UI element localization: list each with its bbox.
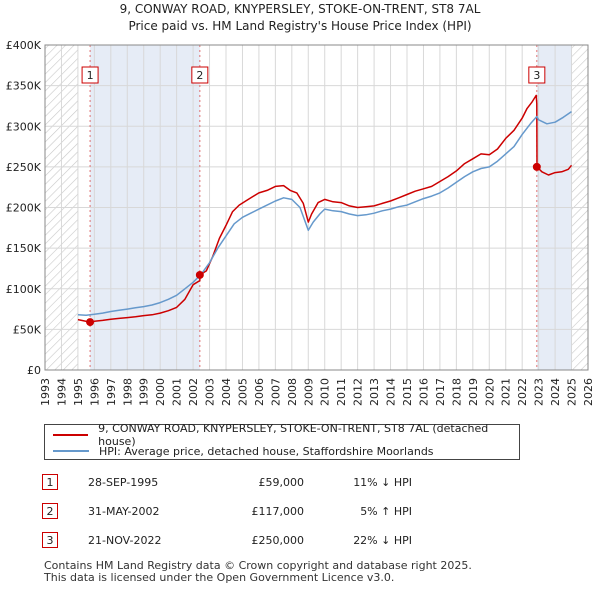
transaction-number-badge: 1 <box>42 474 58 490</box>
x-tick-label: 2007 <box>269 378 282 406</box>
x-tick-label: 1998 <box>121 378 134 406</box>
x-tick-label: 2018 <box>450 378 463 406</box>
property-price-line <box>77 94 573 323</box>
legend-item-property: 9, CONWAY ROAD, KNYPERSLEY, STOKE-ON-TRE… <box>53 422 519 448</box>
x-tick-label: 2011 <box>335 378 348 406</box>
x-tick-label: 2001 <box>171 378 184 406</box>
x-tick-label: 2020 <box>483 378 496 406</box>
sale-label: 2 <box>196 69 203 82</box>
x-tick-label: 2019 <box>467 378 480 406</box>
x-tick-label: 2002 <box>187 378 200 406</box>
x-tick-label: 2014 <box>385 378 398 406</box>
transaction-price: £59,000 <box>258 476 305 489</box>
legend-label-property: 9, CONWAY ROAD, KNYPERSLEY, STOKE-ON-TRE… <box>98 422 489 448</box>
transaction-row: 1 28-SEP-1995 £59,000 11% ↓ HPI <box>42 474 412 503</box>
transaction-price: £250,000 <box>251 534 305 547</box>
transaction-hpi-diff: 22% ↓ HPI <box>353 534 412 547</box>
x-tick-label: 2016 <box>417 378 430 406</box>
x-tick-label: 2015 <box>401 378 414 406</box>
x-tick-label: 1997 <box>105 378 118 406</box>
transaction-price: £117,000 <box>251 505 305 518</box>
sale-label-box <box>528 66 546 84</box>
y-tick-label: £400K <box>6 39 42 52</box>
x-tick-label: 1994 <box>55 378 68 406</box>
transaction-number-badge: 2 <box>42 503 58 519</box>
sale-label: 3 <box>533 69 540 82</box>
footer-copyright: Contains HM Land Registry data © Crown c… <box>44 559 472 572</box>
footer-licence: This data is licensed under the Open Gov… <box>44 571 395 584</box>
sale-point <box>86 318 95 327</box>
chart-subtitle: Price paid vs. HM Land Registry's House … <box>128 19 471 33</box>
x-tick-label: 2026 <box>582 378 595 406</box>
legend: 9, CONWAY ROAD, KNYPERSLEY, STOKE-ON-TRE… <box>44 422 520 460</box>
hpi-line <box>77 110 572 316</box>
x-tick-label: 2012 <box>352 378 365 406</box>
transaction-row: 2 31-MAY-2002 £117,000 5% ↑ HPI <box>42 503 412 532</box>
x-tick-label: 2022 <box>516 378 529 406</box>
x-tick-label: 2013 <box>368 378 381 406</box>
sale-point <box>532 162 541 171</box>
x-tick-label: 1999 <box>138 378 151 406</box>
transaction-row: 3 21-NOV-2022 £250,000 22% ↓ HPI <box>42 532 412 561</box>
legend-item-hpi: HPI: Average price, detached house, Staf… <box>53 443 434 459</box>
transaction-date: 28-SEP-1995 <box>88 476 159 489</box>
x-tick-label: 1993 <box>39 378 52 406</box>
y-tick-label: £250K <box>6 161 42 174</box>
x-tick-label: 2004 <box>220 378 233 406</box>
chart: 9, CONWAY ROAD, KNYPERSLEY, STOKE-ON-TRE… <box>6 2 595 406</box>
x-tick-label: 2024 <box>549 378 562 406</box>
transaction-date: 31-MAY-2002 <box>88 505 160 518</box>
legend-swatch-property <box>53 434 89 436</box>
x-tick-label: 2010 <box>319 378 332 406</box>
chart-title: 9, CONWAY ROAD, KNYPERSLEY, STOKE-ON-TRE… <box>120 2 481 16</box>
y-tick-label: £300K <box>6 120 42 133</box>
y-tick-label: £200K <box>6 202 42 215</box>
x-tick-label: 2003 <box>204 378 217 406</box>
transactions-table: 1 28-SEP-1995 £59,000 11% ↓ HPI 2 31-MAY… <box>42 474 412 561</box>
transaction-number-badge: 3 <box>42 532 58 548</box>
x-tick-label: 1996 <box>88 378 101 406</box>
plot-border <box>44 44 589 371</box>
x-tick-label: 2008 <box>286 378 299 406</box>
y-tick-label: £50K <box>13 323 42 336</box>
y-tick-label: £100K <box>6 283 42 296</box>
y-tick-label: £350K <box>6 80 42 93</box>
sale-label: 1 <box>87 69 94 82</box>
sale-point <box>195 270 204 279</box>
x-tick-label: 2006 <box>253 378 266 406</box>
transaction-hpi-diff: 5% ↑ HPI <box>360 505 412 518</box>
transaction-hpi-diff: 11% ↓ HPI <box>353 476 412 489</box>
x-tick-label: 1995 <box>72 378 85 406</box>
x-tick-label: 2023 <box>533 378 546 406</box>
sale-label-box <box>81 66 99 84</box>
x-tick-label: 2000 <box>154 378 167 406</box>
footer: Contains HM Land Registry data © Crown c… <box>44 560 472 584</box>
x-tick-label: 2017 <box>434 378 447 406</box>
x-tick-label: 2021 <box>500 378 513 406</box>
legend-swatch-hpi <box>53 450 89 452</box>
x-tick-label: 2009 <box>302 378 315 406</box>
x-tick-label: 2025 <box>566 378 579 406</box>
x-tick-label: 2005 <box>236 378 249 406</box>
y-tick-label: £0 <box>27 364 41 377</box>
transaction-date: 21-NOV-2022 <box>88 534 162 547</box>
sale-label-box <box>191 66 209 84</box>
legend-label-hpi: HPI: Average price, detached house, Staf… <box>99 444 434 458</box>
y-tick-label: £150K <box>6 242 42 255</box>
